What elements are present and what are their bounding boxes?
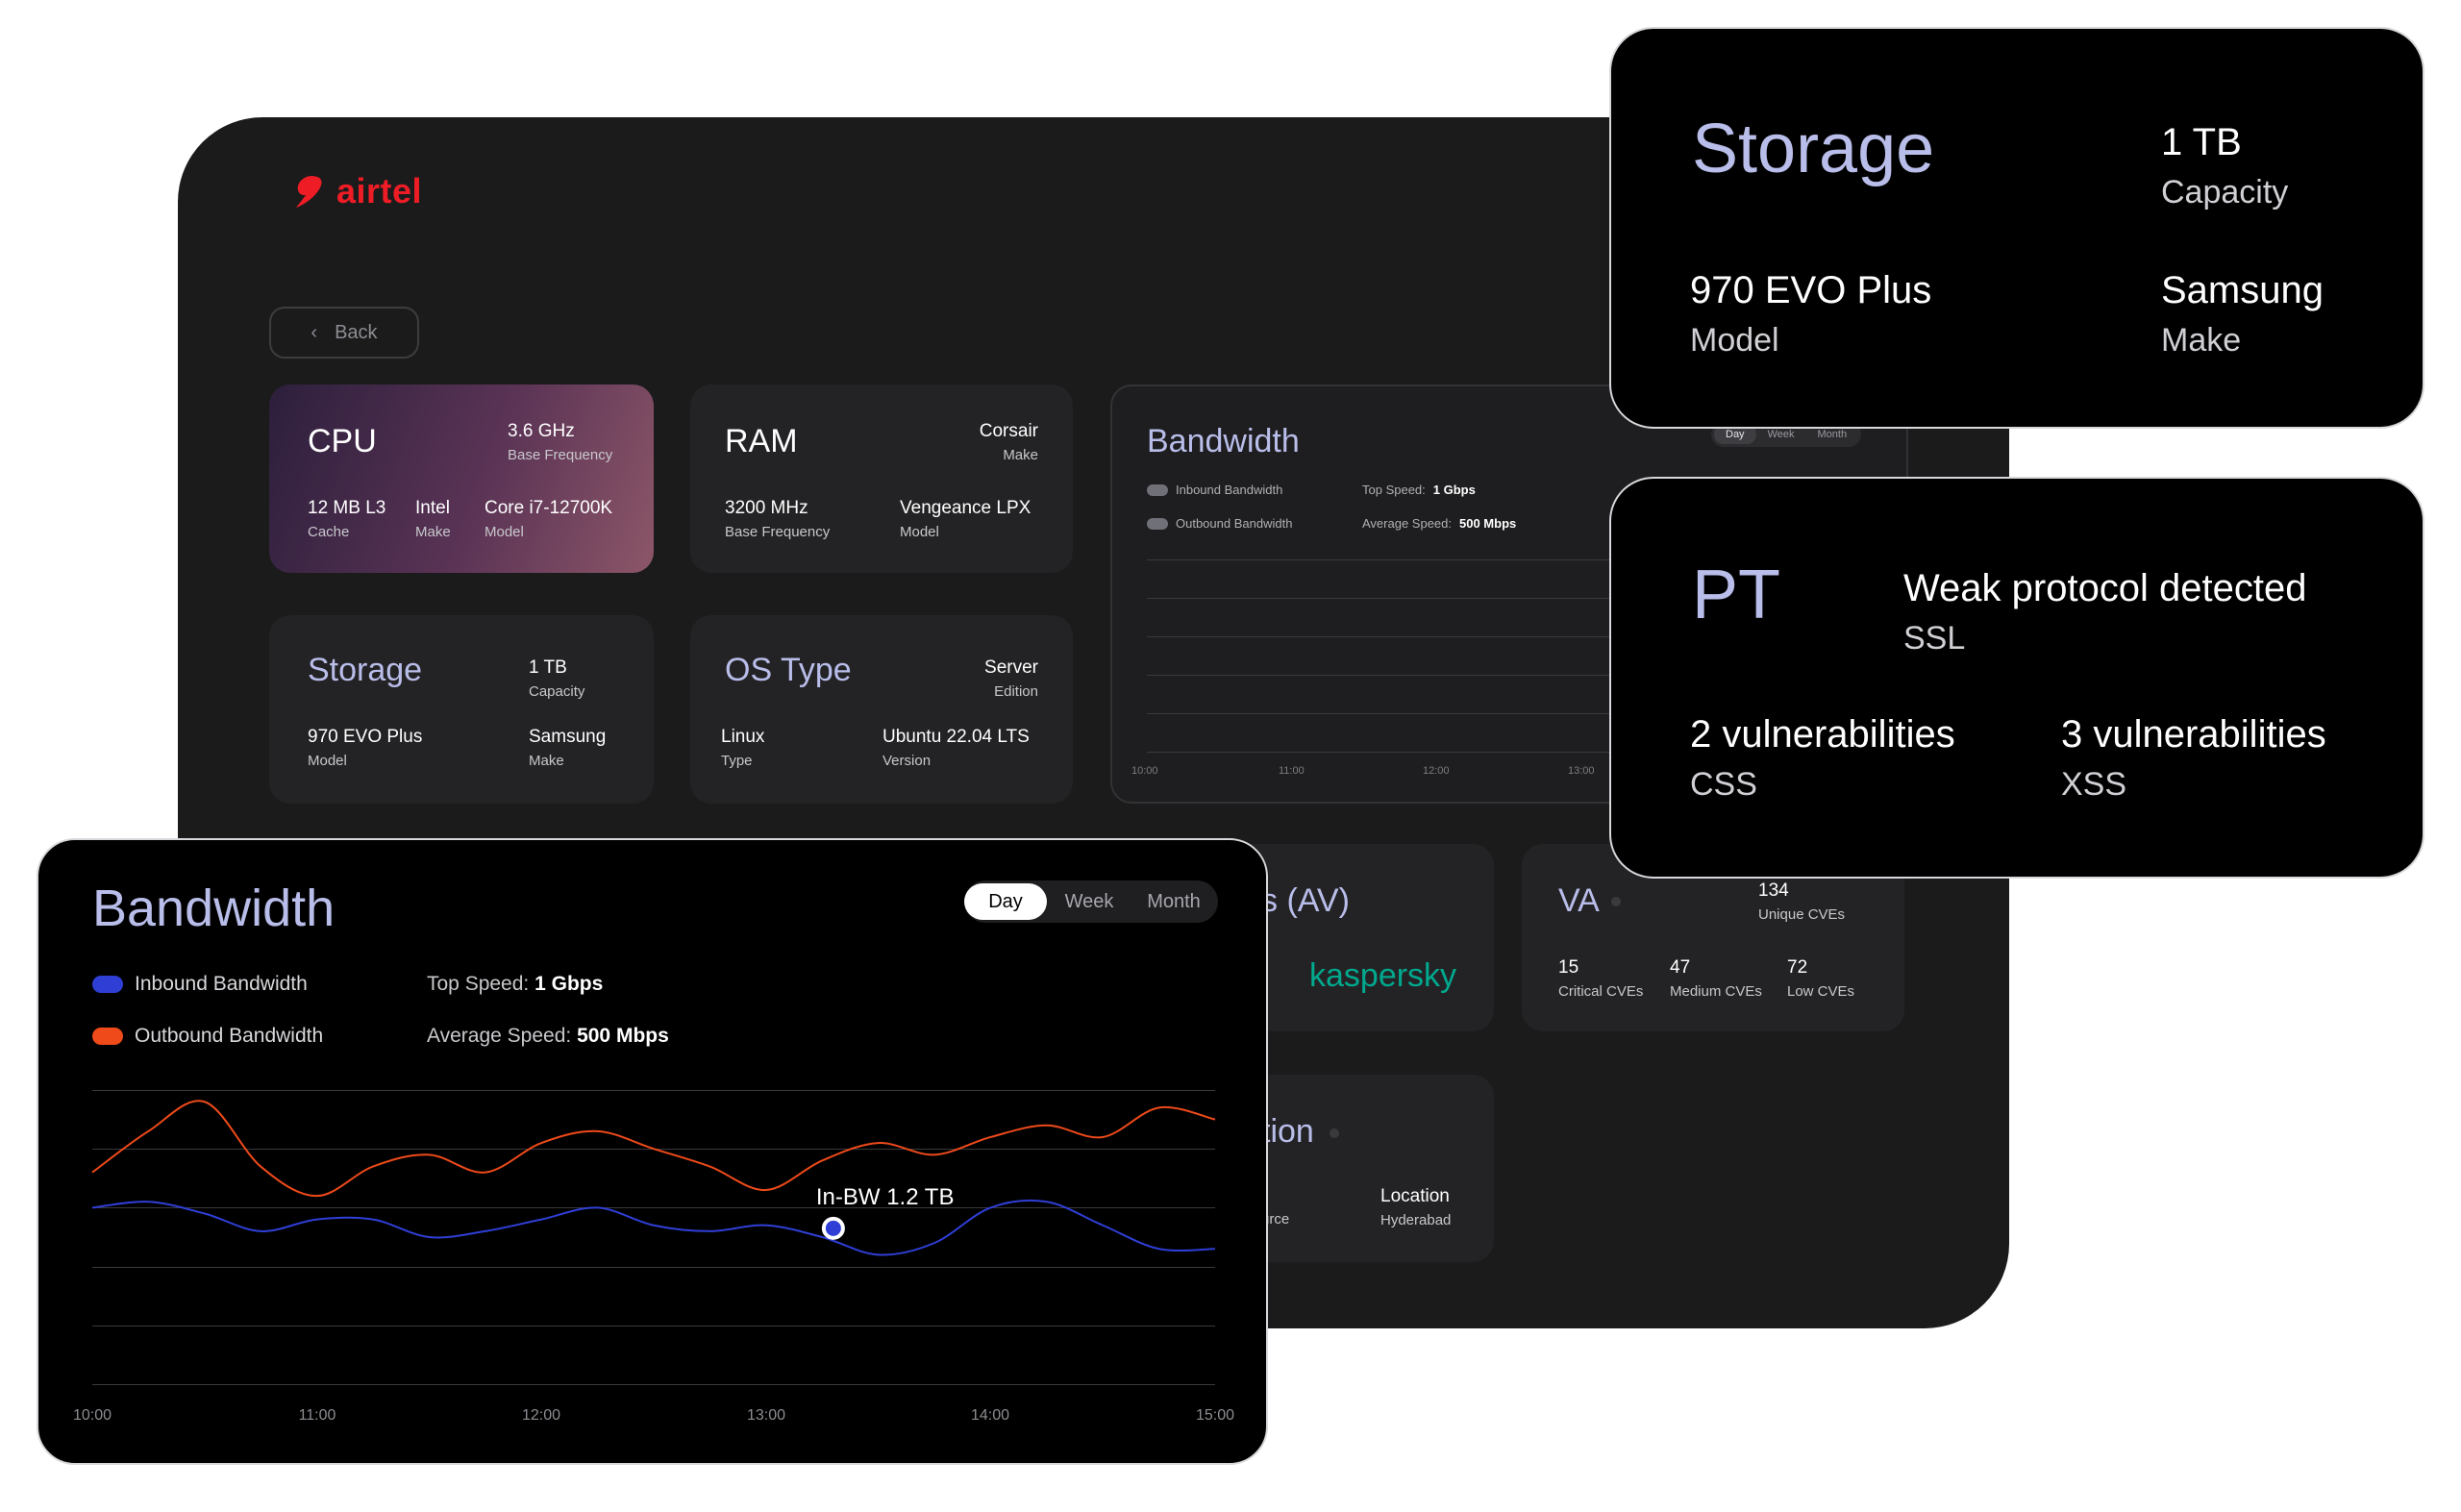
legend-inbound-label: Inbound Bandwidth	[135, 973, 308, 995]
tab-week[interactable]: Week	[1064, 890, 1114, 912]
gridline	[92, 1384, 1215, 1385]
x-tick: 13:00	[746, 1407, 786, 1424]
gridline	[1147, 559, 1877, 560]
tick-mini: 13:00	[1568, 765, 1595, 777]
info-icon	[1330, 1128, 1339, 1138]
brand-name: airtel	[336, 171, 423, 211]
tab-day[interactable]: Day	[964, 883, 1047, 920]
location-value: Location Hyderabad	[1380, 1186, 1452, 1228]
tab-week-mini[interactable]: Week	[1767, 429, 1795, 440]
legend-inbound-mini: Inbound Bandwidth	[1147, 483, 1282, 497]
gridline	[1147, 636, 1877, 637]
tick-mini: 10:00	[1131, 765, 1158, 777]
storage-detail-make: Samsung Make	[2161, 269, 2324, 359]
legend-inbound: Inbound Bandwidth	[92, 973, 308, 996]
tick-mini: 12:00	[1423, 765, 1450, 777]
ram-model: Vengeance LPX Model	[900, 498, 1032, 540]
pt-title: PT	[1692, 557, 1781, 633]
x-tick: 12:00	[521, 1407, 561, 1424]
av-title: s (AV)	[1261, 882, 1350, 919]
x-tick: 14:00	[970, 1407, 1010, 1424]
legend-outbound-label: Outbound Bandwidth	[135, 1025, 324, 1047]
back-button[interactable]: ‹ Back	[269, 307, 419, 359]
storage-detail-card[interactable]: Storage 1 TB Capacity 970 EVO Plus Model S…	[1609, 27, 2424, 429]
x-tick: 15:00	[1195, 1407, 1235, 1424]
gridline	[1147, 675, 1877, 676]
cpu-model: Core i7-12700K Model	[485, 498, 613, 540]
airtel-swirl-icon	[296, 175, 322, 208]
os-title: OS Type	[725, 652, 852, 688]
legend-outbound: Outbound Bandwidth	[92, 1025, 323, 1048]
gridline	[1147, 752, 1877, 753]
kaspersky-logo: kaspersky	[1309, 957, 1457, 994]
airtel-logo[interactable]: airtel	[288, 171, 422, 211]
legend-swatch	[1147, 483, 1168, 496]
ram-card[interactable]: RAM Corsair Make 3200 MHz Base Frequency V…	[690, 384, 1073, 573]
storage-title: Storage	[308, 652, 423, 688]
gridline	[1147, 598, 1877, 599]
ram-frequency: 3200 MHz Base Frequency	[725, 498, 831, 540]
gridline	[92, 1090, 1215, 1091]
bandwidth-chart	[91, 1100, 1216, 1256]
range-toggle[interactable]: Day Week Month	[964, 880, 1218, 923]
cpu-cache: 12 MB L3 Cache	[308, 498, 386, 540]
outbound-bandwidth-line	[91, 1100, 1216, 1198]
va-critical-cves: 15 Critical CVEs	[1558, 957, 1644, 1000]
top-speed: Top Speed: 1 Gbps	[427, 973, 604, 995]
gridline	[1147, 713, 1877, 714]
os-version: Ubuntu 22.04 LTS Version	[882, 727, 1030, 769]
cpu-title: CPU	[308, 423, 377, 459]
location-title: tion	[1261, 1113, 1314, 1150]
ram-title: RAM	[725, 423, 798, 459]
va-unique-cves: 134 Unique CVEs	[1758, 880, 1846, 923]
chart-tooltip: In-BW 1.2 TB	[815, 1183, 955, 1210]
back-label: Back	[335, 321, 378, 343]
top-speed-mini: Top Speed: 1 Gbps	[1362, 483, 1476, 497]
va-title: VA	[1558, 882, 1600, 919]
storage-detail-capacity: 1 TB Capacity	[2161, 121, 2289, 211]
os-card[interactable]: OS Type Server Edition Linux Type Ubuntu 2…	[690, 615, 1073, 804]
storage-card[interactable]: Storage 1 TB Capacity 970 EVO Plus Model S…	[269, 615, 654, 804]
location-source: urce	[1261, 1211, 1290, 1227]
cpu-card[interactable]: CPU 3.6 GHz Base Frequency 12 MB L3 Cache …	[269, 384, 654, 573]
pt-finding: Weak protocol detected SSL	[1903, 567, 2307, 657]
pt-xss-vulns: 3 vulnerabilities XSS	[2061, 713, 2326, 803]
x-tick: 10:00	[72, 1407, 112, 1424]
cpu-frequency: 3.6 GHz Base Frequency	[508, 421, 613, 463]
highlight-point[interactable]	[821, 1216, 845, 1240]
cpu-make: Intel Make	[415, 498, 451, 540]
bandwidth-title: Bandwidth	[92, 880, 336, 937]
storage-detail-title: Storage	[1692, 111, 1935, 187]
legend-swatch	[1147, 517, 1168, 530]
va-low-cves: 72 Low CVEs	[1787, 957, 1855, 1000]
storage-make: Samsung Make	[529, 727, 607, 769]
storage-capacity: 1 TB Capacity	[529, 657, 585, 700]
ram-make: Corsair Make	[979, 421, 1038, 463]
pt-detail-card[interactable]: PT Weak protocol detected SSL 2 vulnerabi…	[1609, 477, 2424, 879]
x-tick: 11:00	[298, 1407, 336, 1424]
inbound-bandwidth-line	[91, 1199, 1216, 1256]
pt-css-vulns: 2 vulnerabilities CSS	[1690, 713, 1955, 803]
legend-outbound-mini: Outbound Bandwidth	[1147, 516, 1292, 531]
tab-month[interactable]: Month	[1147, 890, 1201, 912]
outbound-swatch	[92, 1028, 123, 1045]
chevron-left-icon: ‹	[311, 321, 318, 343]
bandwidth-mini-title: Bandwidth	[1147, 423, 1300, 459]
info-icon	[1611, 897, 1621, 906]
tab-month-mini[interactable]: Month	[1817, 429, 1848, 440]
tab-day-mini[interactable]: Day	[1714, 425, 1756, 444]
gridline	[92, 1267, 1215, 1268]
tick-mini: 11:00	[1279, 765, 1305, 777]
storage-detail-model: 970 EVO Plus Model	[1690, 269, 1932, 359]
inbound-swatch	[92, 976, 123, 993]
avg-speed-mini: Average Speed: 500 Mbps	[1362, 516, 1517, 531]
os-edition: Server Edition	[984, 657, 1038, 700]
bandwidth-detail-card[interactable]: Bandwidth Day Week Month Inbound Bandwid…	[37, 838, 1268, 1465]
gridline	[92, 1207, 1215, 1208]
storage-model: 970 EVO Plus Model	[308, 727, 423, 769]
os-type: Linux Type	[721, 727, 765, 769]
va-medium-cves: 47 Medium CVEs	[1670, 957, 1762, 1000]
average-speed: Average Speed: 500 Mbps	[427, 1025, 669, 1047]
